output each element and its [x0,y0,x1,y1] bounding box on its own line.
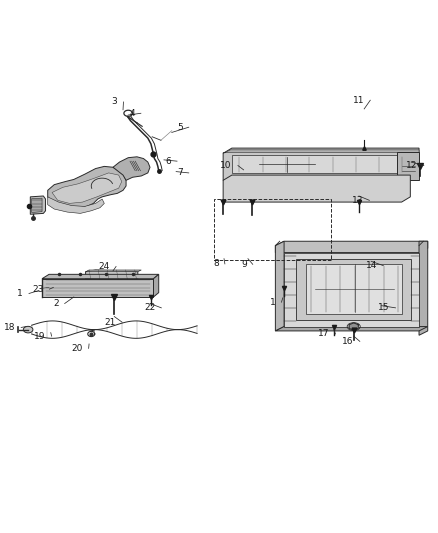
Polygon shape [284,253,419,327]
Text: 1: 1 [270,298,276,306]
Polygon shape [397,152,419,180]
Bar [215,199,331,260]
Text: 19: 19 [34,332,46,341]
Text: 14: 14 [366,261,377,270]
Polygon shape [419,241,428,335]
Polygon shape [223,150,419,154]
Polygon shape [85,270,141,272]
Polygon shape [306,264,403,313]
Polygon shape [113,157,150,180]
Text: 10: 10 [220,161,232,170]
Polygon shape [276,241,284,331]
Polygon shape [349,323,358,330]
Text: 6: 6 [165,157,171,166]
Text: 24: 24 [99,262,110,271]
Polygon shape [42,279,153,297]
Text: 7: 7 [177,168,183,177]
Polygon shape [48,197,104,213]
Polygon shape [223,148,419,180]
Text: 1: 1 [17,289,23,298]
Text: 5: 5 [177,123,183,132]
Text: 22: 22 [144,303,155,312]
Text: 17: 17 [318,329,329,338]
Text: 15: 15 [378,303,389,312]
Text: 9: 9 [241,260,247,269]
Text: 8: 8 [213,260,219,269]
Text: 3: 3 [112,98,117,107]
Polygon shape [85,270,138,280]
Text: 20: 20 [71,344,82,353]
Polygon shape [276,327,428,331]
Polygon shape [232,156,409,173]
Ellipse shape [23,326,33,333]
Text: 18: 18 [4,323,15,332]
Polygon shape [153,274,159,297]
Polygon shape [296,259,411,320]
Polygon shape [276,241,428,253]
Text: 2: 2 [53,299,59,308]
Text: 21: 21 [105,318,116,327]
Text: 12: 12 [406,161,418,170]
Polygon shape [48,166,126,208]
Polygon shape [223,175,410,202]
Text: 11: 11 [353,96,364,104]
Text: 16: 16 [342,337,354,346]
Polygon shape [42,274,159,279]
Polygon shape [30,196,46,214]
Text: 23: 23 [32,285,43,294]
Text: 4: 4 [129,109,135,118]
Polygon shape [52,173,122,204]
Text: 13: 13 [352,196,363,205]
Polygon shape [32,198,42,213]
